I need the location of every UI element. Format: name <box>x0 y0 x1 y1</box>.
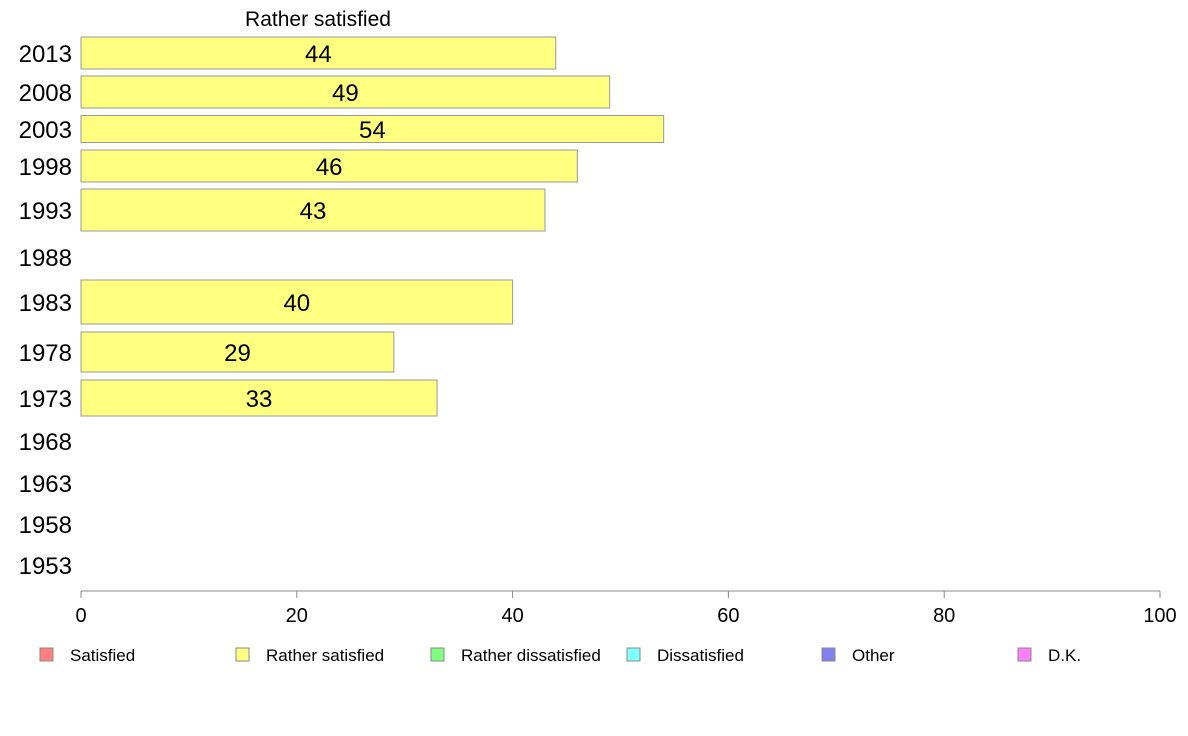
bar-value-label: 43 <box>300 198 327 225</box>
legend-swatch <box>235 647 250 662</box>
x-tick-label: 40 <box>501 605 523 627</box>
bar <box>80 279 514 325</box>
y-tick-label: 1953 <box>19 553 72 580</box>
y-tick-label: 1963 <box>19 471 72 498</box>
bar <box>80 149 578 183</box>
y-tick-label: 1993 <box>19 198 72 225</box>
x-tick-label: 0 <box>75 605 86 627</box>
y-tick-label: 1968 <box>19 429 72 456</box>
legend-swatch <box>626 647 641 662</box>
y-tick-label: 2013 <box>19 41 72 68</box>
bar <box>80 188 546 232</box>
x-axis-ticks: 0 20 40 60 80 100 <box>75 591 1177 627</box>
bar <box>80 115 665 143</box>
x-tick-label: 60 <box>717 605 739 627</box>
legend-swatch <box>430 647 445 662</box>
y-tick-label: 1983 <box>19 290 72 317</box>
bar-value-label: 46 <box>316 154 343 181</box>
bar-value-label: 49 <box>332 80 359 107</box>
legend-label: Rather satisfied <box>266 646 384 665</box>
legend-swatch <box>39 647 54 662</box>
y-tick-label: 1998 <box>19 154 72 181</box>
legend-label: Other <box>852 646 895 665</box>
legend-label: Dissatisfied <box>657 646 744 665</box>
bar <box>80 379 438 417</box>
legend-swatch <box>821 647 836 662</box>
y-axis-labels: 2013 2008 2003 1998 1993 1988 1983 1978 1973 1968… <box>19 41 72 580</box>
x-tick-label: 100 <box>1143 605 1176 627</box>
bar-value-label: 44 <box>305 41 332 68</box>
y-tick-label: 2003 <box>19 117 72 144</box>
y-tick-label: 1973 <box>19 386 72 413</box>
y-tick-label: 1958 <box>19 512 72 539</box>
bar <box>80 75 611 109</box>
bar <box>80 331 395 373</box>
bar-value-label: 54 <box>359 117 386 144</box>
chart-title: Rather satisfied <box>245 8 391 31</box>
x-tick-label: 20 <box>286 605 308 627</box>
legend: Satisfied Rather satisfied Rather dissatis… <box>39 646 1081 665</box>
y-tick-label: 1988 <box>19 245 72 272</box>
legend-label: Satisfied <box>70 646 135 665</box>
bar-value-label: 33 <box>246 386 273 413</box>
y-tick-label: 1978 <box>19 340 72 367</box>
y-tick-label: 2008 <box>19 80 72 107</box>
legend-label: D.K. <box>1048 646 1081 665</box>
x-tick-label: 80 <box>933 605 955 627</box>
legend-swatch <box>1017 647 1032 662</box>
bar <box>80 36 557 70</box>
legend-label: Rather dissatisfied <box>461 646 601 665</box>
bar-value-label: 29 <box>224 340 251 367</box>
bar-value-label: 40 <box>283 290 310 317</box>
